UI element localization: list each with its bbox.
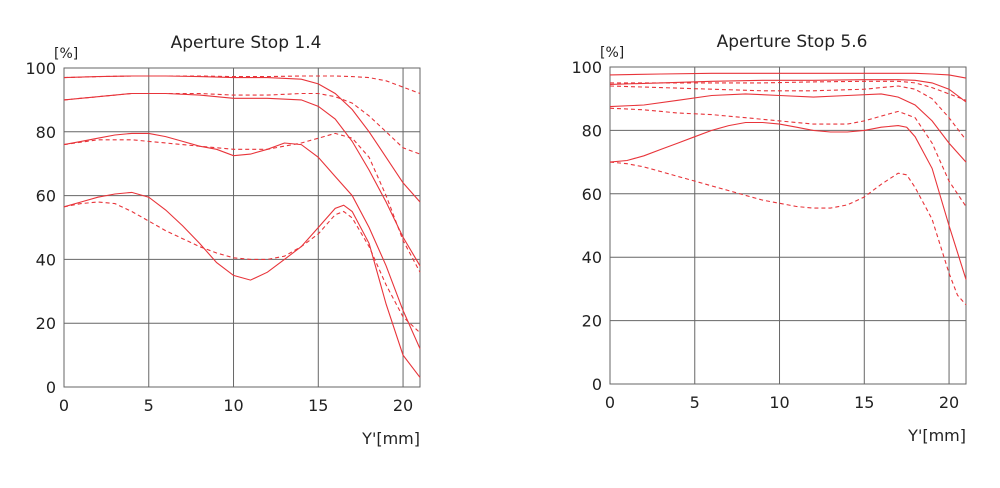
chart2-series-8	[609, 161, 967, 306]
chart1-ytick-label: 100	[25, 59, 56, 78]
chart2-series-7	[609, 121, 967, 280]
chart2-ytick-label: 20	[582, 312, 602, 331]
chart2-xlabel: Y'[mm]	[907, 426, 966, 445]
chart2-ytick-label: 40	[582, 248, 602, 267]
chart2-series-4	[609, 85, 967, 141]
chart1-xtick-label: 15	[308, 396, 328, 415]
chart2-title: Aperture Stop 5.6	[717, 32, 868, 52]
chart2-xtick-label: 10	[769, 393, 789, 412]
chart1-series-3	[63, 92, 421, 267]
chart2-series-3	[610, 80, 967, 101]
chart1-plot-frame	[63, 67, 421, 388]
chart1-series-8	[63, 201, 421, 334]
chart1-series-4	[63, 92, 421, 155]
chart2-xtick-label: 15	[854, 393, 874, 412]
chart2-ylabel: [%]	[600, 45, 624, 61]
chart1-series-6	[63, 132, 421, 273]
chart2-xtick-label: 20	[939, 393, 959, 412]
chart1-series-2	[63, 75, 421, 95]
chart1-title: Aperture Stop 1.4	[171, 33, 322, 53]
chart1-ytick-label: 40	[36, 250, 56, 269]
chart1-series-5	[63, 132, 421, 349]
chart1-ylabel: [%]	[54, 46, 78, 62]
chart1-xtick-label: 20	[393, 396, 413, 415]
chart1-xtick-label: 10	[223, 396, 243, 415]
chart1-ytick-label: 60	[36, 187, 56, 206]
chart2-series-5	[609, 93, 967, 163]
chart2-ytick-label: 0	[592, 375, 602, 394]
chart2-ytick-label: 100	[571, 58, 602, 77]
chart2-xtick-label: 0	[605, 393, 615, 412]
chart2-ytick-label: 80	[582, 121, 602, 140]
chart2-series-1	[609, 72, 967, 79]
chart2-xtick-label: 5	[690, 393, 700, 412]
chart1-xtick-label: 0	[59, 396, 69, 415]
chart1-xtick-label: 5	[144, 396, 154, 415]
chart2-series-6	[609, 107, 967, 207]
chart1-series-7	[63, 191, 421, 378]
chart2-ytick-label: 60	[582, 185, 602, 204]
chart2-plot-frame	[609, 66, 967, 385]
chart1-xlabel: Y'[mm]	[361, 429, 420, 448]
chart2-series-2	[609, 79, 967, 103]
chart1-ytick-label: 80	[36, 123, 56, 142]
chart1-ytick-label: 20	[36, 314, 56, 333]
chart1-ytick-label: 0	[46, 378, 56, 397]
